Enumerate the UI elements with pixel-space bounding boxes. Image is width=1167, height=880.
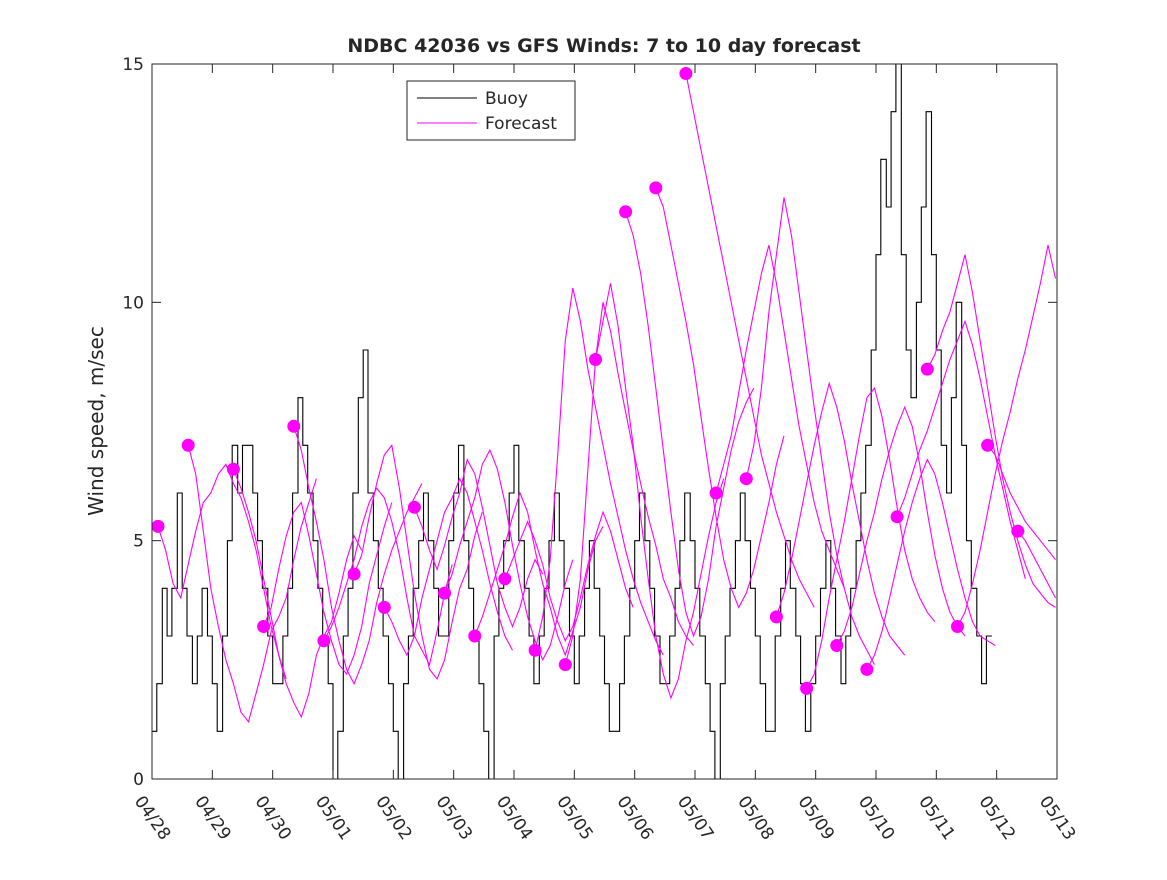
series-line-forecast-run-1 bbox=[187, 445, 317, 724]
series-line-forecast-run-0 bbox=[157, 463, 287, 680]
forecast-start-point-25 bbox=[920, 362, 934, 376]
forecast-start-point-4 bbox=[287, 419, 301, 433]
forecast-start-point-3 bbox=[257, 620, 271, 633]
series-line-forecast-run-3 bbox=[263, 501, 393, 676]
forecast-start-point-8 bbox=[407, 500, 421, 514]
series-line-forecast-run-23 bbox=[866, 458, 996, 670]
series-line-forecast-run-10 bbox=[474, 491, 604, 657]
series-line-forecast-run-17 bbox=[685, 73, 815, 608]
series-line-forecast-run-25 bbox=[926, 254, 1056, 608]
series-line-forecast-run-20 bbox=[775, 381, 906, 656]
forecast-start-point-23 bbox=[860, 662, 874, 676]
y-tick-label: 10 bbox=[122, 293, 144, 313]
y-tick-label: 5 bbox=[133, 532, 144, 552]
series-line-forecast-run-28 bbox=[1017, 530, 1056, 599]
forecast-start-point-12 bbox=[528, 643, 542, 657]
forecast-start-point-7 bbox=[377, 600, 391, 614]
forecast-start-point-21 bbox=[800, 681, 814, 695]
forecast-start-point-22 bbox=[830, 639, 844, 652]
forecast-start-point-0 bbox=[151, 519, 165, 533]
series-line-forecast-run-13 bbox=[564, 302, 694, 665]
series-line-forecast-run-27 bbox=[987, 444, 1056, 561]
legend-label-0: Buoy bbox=[485, 89, 528, 109]
series-line-forecast-run-2 bbox=[232, 468, 363, 719]
legend-label-1: Forecast bbox=[485, 114, 557, 134]
forecast-start-point-2 bbox=[226, 462, 240, 476]
forecast-start-point-27 bbox=[981, 438, 995, 452]
forecast-start-point-11 bbox=[498, 572, 512, 586]
series-line-forecast-run-18 bbox=[715, 244, 845, 589]
series-line-forecast-run-21 bbox=[806, 386, 936, 689]
series-line-forecast-run-26 bbox=[957, 244, 1057, 627]
forecast-start-point-9 bbox=[438, 586, 452, 600]
forecast-start-point-20 bbox=[769, 610, 783, 624]
forecast-start-point-18 bbox=[709, 486, 723, 500]
series-line-forecast-run-16 bbox=[655, 187, 785, 609]
y-tick-label: 15 bbox=[122, 55, 144, 75]
forecast-start-point-1 bbox=[181, 438, 195, 452]
data-layer bbox=[151, 63, 1057, 780]
series-line-forecast-run-14 bbox=[594, 283, 725, 700]
forecast-start-point-24 bbox=[890, 510, 904, 524]
series-line-forecast-run-11 bbox=[504, 510, 634, 643]
forecast-start-point-19 bbox=[739, 472, 753, 486]
forecast-start-point-17 bbox=[679, 67, 693, 80]
series-line-forecast-run-12 bbox=[534, 287, 664, 656]
series-line-forecast-run-4 bbox=[293, 426, 423, 686]
y-tick-label: 0 bbox=[133, 770, 144, 790]
series-line-forecast-run-19 bbox=[745, 197, 875, 665]
forecast-start-point-6 bbox=[347, 567, 361, 581]
forecast-start-point-10 bbox=[468, 629, 482, 643]
series-line-forecast-run-5 bbox=[323, 487, 453, 667]
forecast-start-point-14 bbox=[589, 353, 602, 366]
series-line-forecast-run-9 bbox=[444, 448, 574, 662]
forecast-start-point-13 bbox=[558, 658, 572, 672]
series-line-forecast-run-24 bbox=[896, 319, 1026, 579]
series-line-forecast-run-15 bbox=[625, 211, 755, 638]
series-line-forecast-run-8 bbox=[413, 458, 544, 628]
series-line-forecast-run-22 bbox=[836, 405, 966, 646]
forecast-start-point-5 bbox=[317, 634, 331, 648]
forecast-start-point-26 bbox=[951, 620, 964, 633]
chart-title: NDBC 42036 vs GFS Winds: 7 to 10 day for… bbox=[347, 35, 860, 57]
legend-box bbox=[406, 80, 576, 141]
forecast-start-point-28 bbox=[1011, 524, 1025, 538]
forecast-start-point-15 bbox=[619, 205, 633, 219]
y-axis-label: Wind speed, m/sec bbox=[84, 326, 108, 516]
forecast-start-point-16 bbox=[649, 181, 663, 195]
legend: Buoy Forecast bbox=[406, 80, 576, 141]
axes-frame bbox=[151, 63, 1058, 780]
series-line-buoy bbox=[152, 63, 992, 780]
